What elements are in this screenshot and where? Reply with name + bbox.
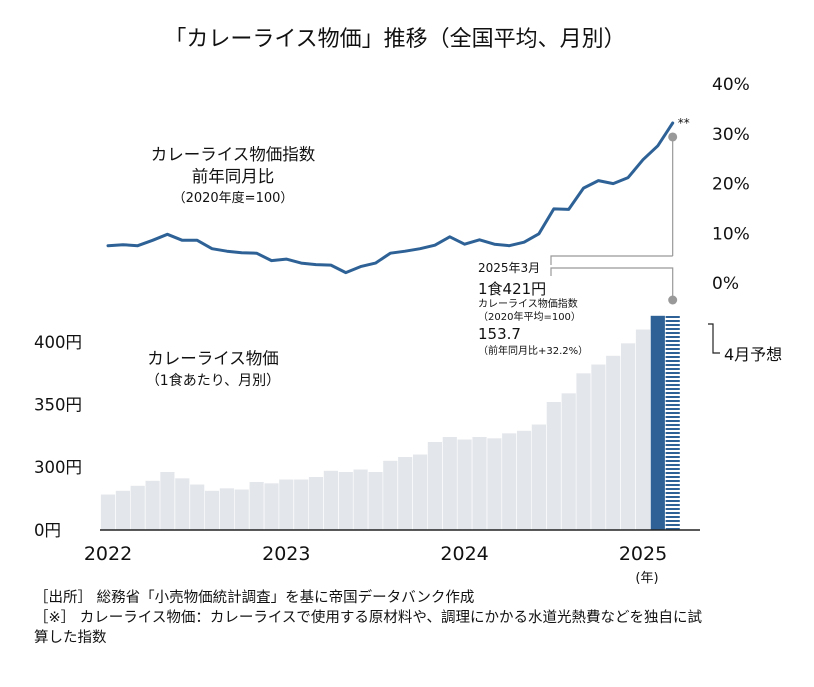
footnote-line2: 算した指数 <box>34 630 107 646</box>
bar <box>457 439 472 530</box>
line-y-axis: 40% 30% 20% 10% 0% <box>712 75 750 294</box>
connector-dot-line <box>668 132 678 142</box>
bar <box>398 457 413 530</box>
annotation-index-value: 153.7 <box>478 325 521 343</box>
bar <box>175 478 190 531</box>
annotation-yoy: （前年同月比+32.2%） <box>478 344 588 357</box>
bar <box>323 470 338 531</box>
bar <box>383 460 398 531</box>
forecast-bracket-line <box>708 323 720 354</box>
x-axis: 2022 2023 2024 2025 <box>84 543 667 565</box>
source-note: ［出所］ 総務省「小売物価統計調査」を基に帝国データバンク作成 <box>34 590 475 606</box>
bar <box>264 483 279 531</box>
annotation-index-base: （2020年平均=100） <box>478 310 581 323</box>
bar <box>576 373 591 531</box>
bar <box>502 433 517 531</box>
line-y-tick-label: 40% <box>712 75 750 95</box>
x-tick-label: 2022 <box>84 543 132 565</box>
line-y-tick-label: 0% <box>712 274 739 294</box>
bar <box>249 482 264 530</box>
bar-y-tick-label: 400円 <box>34 333 82 352</box>
connector-dot-bar <box>668 295 678 305</box>
bar <box>160 472 175 530</box>
line-title-line2: 前年同月比 <box>192 167 275 186</box>
bar <box>219 488 234 531</box>
bar <box>100 494 116 530</box>
annotation-connectors <box>550 132 678 305</box>
forecast-label: 4月予想 <box>724 345 782 364</box>
bar-highlight <box>650 315 665 531</box>
line-title-line3: （2020年度=100） <box>173 190 294 206</box>
connector-line-lower <box>550 267 674 300</box>
chart-title: 「カレーライス物価」推移（全国平均、月別） <box>164 27 625 52</box>
line-series <box>106 121 675 275</box>
bar <box>279 479 294 530</box>
x-axis-unit: (年) <box>635 571 658 586</box>
bar <box>517 430 532 531</box>
x-tick-label: 2024 <box>440 543 488 565</box>
bar-y-tick-label: 350円 <box>34 396 82 415</box>
bar <box>308 477 324 530</box>
footnote-line1: ［※］ カレーライス物価：カレーライスで使用する原材料や、調理にかかる水道光熱費… <box>34 610 702 626</box>
forecast-bracket: 4月予想 <box>708 323 782 364</box>
annotation-index-label: カレーライス物価指数 <box>478 297 578 310</box>
bar <box>115 490 130 531</box>
line-area: ** <box>106 116 690 275</box>
bar <box>546 402 561 530</box>
bar <box>531 424 546 530</box>
bar <box>427 442 442 530</box>
bar <box>234 489 249 530</box>
bar <box>591 364 606 530</box>
bar <box>190 484 205 530</box>
bar <box>353 469 368 530</box>
bar-title-line1: カレーライス物価 <box>147 349 279 368</box>
bar-area <box>100 315 700 531</box>
annotation-box: 2025年3月 1食421円 カレーライス物価指数 （2020年平均=100） … <box>478 261 588 357</box>
bar <box>621 343 636 531</box>
bar <box>204 490 220 531</box>
bar <box>368 472 383 530</box>
chart-notes: ［出所］ 総務省「小売物価統計調査」を基に帝国データバンク作成 ［※］ カレーラ… <box>34 588 794 648</box>
bar <box>487 438 502 531</box>
line-y-tick-label: 30% <box>712 125 750 145</box>
chart-canvas: 「カレーライス物価」推移（全国平均、月別） 400円 350円 300円 0円 カレー… <box>34 27 782 586</box>
bar <box>442 437 457 530</box>
bar <box>606 355 621 531</box>
bar-y-tick-label: 300円 <box>34 458 82 477</box>
line-y-tick-label: 20% <box>712 175 750 195</box>
connector-line-upper <box>550 255 673 265</box>
bar <box>472 437 487 530</box>
bar <box>294 479 309 530</box>
bar-forecast <box>665 315 680 531</box>
x-tick-label: 2025 <box>619 543 667 565</box>
bar <box>145 480 160 531</box>
bar-y-tick-label: 0円 <box>34 521 61 540</box>
bar <box>635 329 651 530</box>
x-tick-label: 2023 <box>262 543 310 565</box>
bar-series <box>100 315 680 531</box>
line-title-line1: カレーライス物価指数 <box>151 145 316 164</box>
bar <box>561 393 576 531</box>
annotation-price: 1食421円 <box>478 280 546 298</box>
bar <box>130 485 145 531</box>
bar <box>413 454 428 530</box>
bar-title-line2: （1食あたり、月別） <box>146 372 280 389</box>
annotation-date: 2025年3月 <box>478 261 540 275</box>
bar-y-axis: 400円 350円 300円 0円 <box>34 333 82 540</box>
forecast-marker: ** <box>678 116 690 130</box>
bar <box>338 472 353 530</box>
line-y-tick-label: 10% <box>712 224 750 244</box>
